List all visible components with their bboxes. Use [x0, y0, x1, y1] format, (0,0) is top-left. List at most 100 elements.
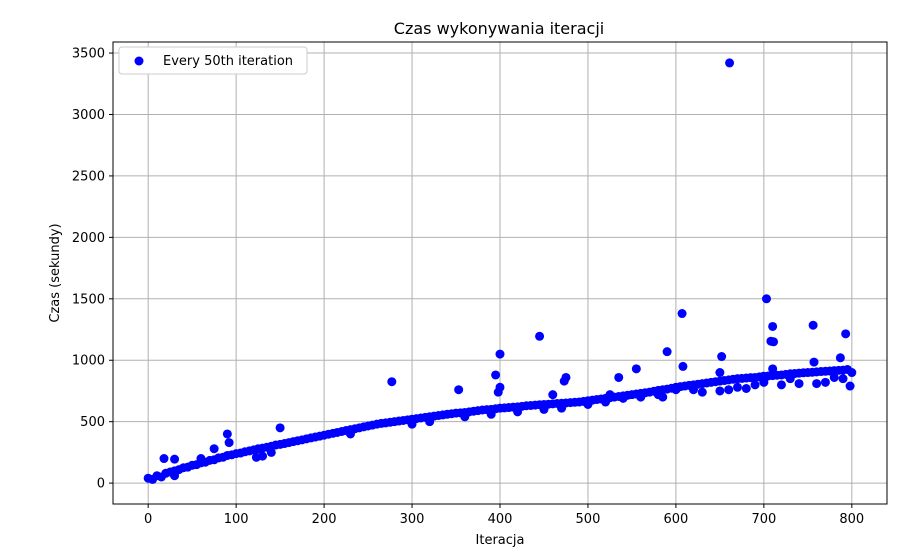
data-point [209, 444, 219, 454]
data-point [258, 451, 268, 461]
data-point [183, 462, 193, 472]
x-tick-label: 600 [663, 512, 688, 527]
legend-box [118, 46, 308, 75]
data-point [762, 294, 772, 304]
x-tick-label: 700 [751, 512, 776, 527]
data-point [280, 439, 290, 449]
data-point [794, 379, 804, 389]
legend-marker [134, 56, 144, 66]
data-point [671, 385, 681, 395]
data-point [768, 364, 778, 374]
data-point [387, 377, 397, 387]
data-point [829, 372, 839, 382]
data-point [728, 374, 738, 384]
data-point [486, 409, 496, 419]
data-point [763, 371, 773, 381]
data-point [715, 386, 725, 396]
x-tick-label: 100 [224, 512, 249, 527]
y-tick-label: 3000 [72, 108, 105, 123]
data-point [447, 409, 457, 419]
data-point [785, 374, 795, 384]
data-point [820, 377, 830, 387]
data-point [746, 373, 756, 383]
data-point [570, 397, 580, 407]
data-point [618, 393, 628, 403]
y-tick-label: 0 [97, 477, 105, 492]
data-point [658, 392, 668, 402]
data-point [218, 452, 228, 462]
data-point [769, 337, 779, 347]
y-tick-label: 1500 [72, 292, 105, 307]
data-point [808, 320, 818, 330]
data-point [662, 347, 672, 357]
x-axis-ticks: 0 100 200 300 400 500 600 700 800 [144, 504, 864, 527]
grid-lines [113, 42, 887, 504]
data-point [345, 429, 355, 439]
data-point [807, 367, 817, 377]
chart-title: Czas wykonywania iteracji [394, 19, 604, 38]
y-tick-label: 3500 [72, 47, 105, 62]
data-point [798, 368, 808, 378]
data-point [236, 448, 246, 458]
data-point [838, 374, 848, 384]
data-point [715, 368, 725, 378]
data-point [548, 390, 558, 400]
data-point [776, 380, 786, 390]
data-point [385, 417, 395, 427]
y-tick-label: 500 [80, 415, 105, 430]
x-tick-label: 300 [400, 512, 425, 527]
data-point [425, 417, 435, 427]
data-point [227, 450, 237, 460]
data-point [559, 376, 569, 386]
data-point [196, 454, 206, 464]
data-point [209, 455, 219, 465]
data-point [631, 364, 641, 374]
data-point [148, 474, 158, 484]
data-point [170, 454, 180, 464]
data-point [725, 58, 735, 68]
data-point [306, 433, 316, 443]
data-point [583, 399, 593, 409]
x-tick-label: 0 [144, 512, 152, 527]
data-point [719, 376, 729, 386]
data-point [460, 412, 470, 422]
data-point [845, 381, 855, 391]
data-point [636, 392, 646, 402]
x-tick-label: 800 [839, 512, 864, 527]
data-point [454, 385, 464, 395]
data-point [697, 387, 707, 397]
data-point [271, 440, 281, 450]
data-point [812, 379, 822, 389]
x-tick-label: 500 [576, 512, 601, 527]
x-axis-label: Iteracja [476, 533, 525, 548]
data-point [499, 403, 509, 413]
data-points [143, 58, 857, 484]
data-point [741, 384, 751, 393]
data-point [816, 367, 826, 377]
data-point [842, 364, 852, 374]
data-point [825, 366, 835, 376]
data-point [156, 472, 166, 482]
data-point [253, 444, 263, 454]
data-point [841, 329, 851, 339]
data-point [323, 429, 333, 439]
data-point [677, 309, 687, 319]
data-point [759, 377, 769, 387]
data-point [513, 407, 523, 417]
data-point [750, 380, 760, 390]
legend: Every 50th iteration [118, 46, 308, 75]
x-tick-label: 200 [312, 512, 337, 527]
data-point [614, 372, 624, 382]
data-point [737, 373, 747, 383]
data-point [834, 365, 844, 375]
data-point [689, 385, 698, 395]
data-point [768, 321, 778, 331]
data-point [359, 422, 369, 432]
data-point [394, 416, 404, 426]
data-point [275, 423, 285, 433]
data-point [605, 390, 615, 400]
data-point [732, 382, 742, 392]
data-point [724, 385, 734, 395]
data-point [159, 454, 169, 464]
